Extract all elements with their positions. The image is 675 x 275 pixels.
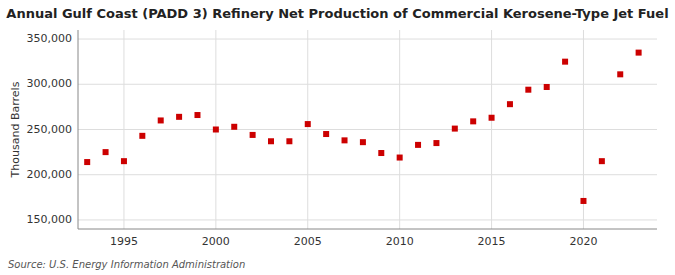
point	[636, 50, 642, 56]
x-tick-label: 2000	[202, 235, 230, 248]
point	[121, 158, 127, 164]
grid-line-y	[78, 219, 657, 220]
point	[268, 138, 274, 144]
point	[176, 114, 182, 120]
point	[544, 84, 550, 90]
point	[360, 139, 366, 145]
point	[452, 126, 458, 132]
grid-line-y	[78, 129, 657, 130]
grid-line-y	[78, 174, 657, 175]
y-tick-label: 250,000	[27, 123, 73, 136]
point	[562, 59, 568, 65]
point	[489, 115, 495, 121]
tick-labels: 150,000 200,000 250,000 300,000 350,000 1995 2…	[27, 32, 598, 248]
point	[507, 101, 513, 107]
point	[433, 140, 439, 146]
point	[580, 198, 586, 204]
point	[323, 131, 329, 137]
point	[397, 155, 403, 161]
points	[84, 50, 641, 204]
point	[250, 132, 256, 138]
y-tick-label: 300,000	[27, 77, 73, 90]
point	[525, 87, 531, 93]
x-tick-label: 2010	[386, 235, 414, 248]
point	[286, 138, 292, 144]
grid-line-x	[491, 30, 492, 229]
point	[305, 121, 311, 127]
y-tick-label: 350,000	[27, 32, 73, 45]
x-axis-line	[78, 229, 657, 230]
point	[617, 71, 623, 77]
point	[415, 142, 421, 148]
y-tick-label: 150,000	[27, 213, 73, 226]
point	[231, 124, 237, 130]
y-axis-line	[78, 30, 79, 229]
grid-line-x	[123, 30, 124, 229]
point	[213, 127, 219, 133]
point	[470, 118, 476, 124]
grid-line-x	[399, 30, 400, 229]
x-tick-label: 1995	[110, 235, 138, 248]
source: Source: U.S. Energy Information Administ…	[8, 259, 245, 270]
point	[342, 137, 348, 143]
y-tick-label: 200,000	[27, 168, 73, 181]
y-axis-label: Thousand Barrels	[9, 81, 22, 178]
x-tick-label: 2015	[478, 235, 506, 248]
point	[378, 150, 384, 156]
point	[194, 112, 200, 118]
point	[84, 159, 90, 165]
x-tick-label: 2005	[294, 235, 322, 248]
x-tick-label: 2020	[569, 235, 597, 248]
grid	[78, 30, 657, 229]
grid-line-y	[78, 84, 657, 85]
grid-line-x	[307, 30, 308, 229]
point	[103, 149, 109, 155]
point	[158, 117, 164, 123]
point	[599, 158, 605, 164]
title: Annual Gulf Coast (PADD 3) Refinery Net …	[6, 6, 668, 21]
chart: 150,000 200,000 250,000 300,000 350,000 1995 2…	[0, 0, 675, 275]
point	[139, 133, 145, 139]
grid-line-y	[78, 39, 657, 40]
